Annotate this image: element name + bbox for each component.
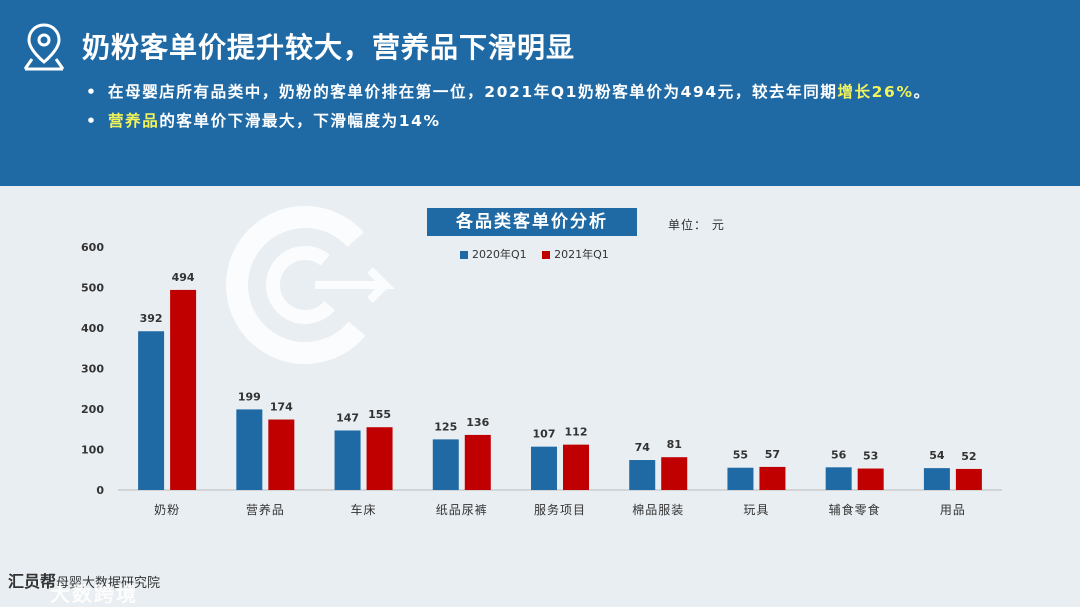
chart-title: 各品类客单价分析 [427,208,637,236]
bar-2020 [531,446,557,490]
bar-data-label: 155 [368,408,391,421]
bar-data-label: 136 [466,416,489,429]
bullet-1-suffix: 。 [913,83,931,101]
bullet-1: • 在母婴店所有品类中，奶粉的客单价排在第一位，2021年Q1奶粉客单价为494元… [86,80,931,102]
bar-2021 [563,444,589,490]
x-tick-label: 用品 [940,503,966,517]
bar-data-label: 174 [270,401,293,414]
bar-data-label: 81 [667,438,682,451]
bullet-2-text: 的客单价下滑最大，下滑幅度为14% [159,112,441,130]
header-banner: 奶粉客单价提升较大，营养品下滑明显 • 在母婴店所有品类中，奶粉的客单价排在第一位… [0,0,1080,186]
bar-2020 [825,467,852,490]
bar-data-label: 112 [565,426,588,439]
bar-2020 [334,430,361,490]
bar-data-label: 74 [635,441,651,454]
x-tick-label: 玩具 [743,503,769,517]
y-tick-label: 300 [81,363,104,376]
chart-labels: 392 494 奶粉 199 174 营养品 147 155 车床 125 136 纸品尿裤 107 11… [140,271,977,517]
watermark-text: 大数跨境 [50,582,138,606]
bar-data-label: 52 [961,450,976,463]
bar-2020 [923,468,950,490]
x-tick-label: 营养品 [246,502,285,517]
chart-bars [138,289,982,490]
bar-2021 [759,466,786,490]
location-pin-icon [23,23,65,71]
bar-data-label: 107 [533,428,556,441]
bar-2020 [727,467,754,490]
source-logo: 汇员帮 [8,572,57,591]
bar-2020 [629,460,656,490]
y-tick-label: 100 [81,444,104,457]
bar-data-label: 54 [929,449,945,462]
bar-2021 [955,468,982,490]
legend-item-2020: 2020年Q1 [460,246,527,262]
y-tick-label: 400 [81,322,104,335]
y-tick-label: 0 [96,484,104,497]
legend-label-2021: 2021年Q1 [554,248,609,261]
legend-swatch-2021 [542,251,551,259]
chart-axes: 0 100 200 300 400 500 600 [81,241,1002,497]
bar-2021 [170,289,197,490]
y-tick-label: 200 [81,403,104,416]
bullet-1-text: 在母婴店所有品类中，奶粉的客单价排在第一位，2021年Q1奶粉客单价为494元，… [108,83,838,101]
legend-item-2021: 2021年Q1 [542,246,609,262]
bar-2021 [857,468,884,490]
bar-2021 [366,427,393,490]
x-tick-label: 车床 [351,502,377,517]
watermark-logo [226,206,395,364]
bar-2021 [464,434,491,490]
chart-unit: 单位： 元 [668,218,725,232]
bullet-1-glyph: • [86,83,98,101]
bullet-2: • 营养品的客单价下滑最大，下滑幅度为14% [86,109,441,131]
y-tick-label: 600 [81,241,104,254]
bar-data-label: 56 [831,448,847,461]
source-footer: 汇员帮母婴大数据研究院 [8,568,160,592]
bar-data-label: 53 [863,450,878,463]
x-tick-label: 奶粉 [154,503,180,517]
bar-2021 [268,419,295,490]
bar-2020 [138,331,165,490]
bullet-2-highlight: 营养品 [108,112,160,130]
legend-label-2020: 2020年Q1 [472,248,527,261]
y-tick-label: 500 [81,282,104,295]
bar-2020 [432,439,459,490]
bar-data-label: 494 [172,271,195,284]
x-tick-label: 服务项目 [534,502,586,517]
bar-data-label: 125 [434,420,457,433]
legend-swatch-2020 [460,251,468,259]
bar-data-label: 147 [336,411,359,424]
bar-2021 [661,457,688,490]
x-tick-label: 纸品尿裤 [436,503,488,517]
bar-data-label: 55 [733,449,748,462]
bullet-1-highlight: 增长26% [837,83,914,101]
page-title: 奶粉客单价提升较大，营养品下滑明显 [82,31,576,64]
bar-data-label: 57 [765,448,780,461]
bullet-2-glyph: • [86,112,98,130]
x-tick-label: 辅食零食 [829,502,881,517]
bar-data-label: 199 [238,390,261,403]
bar-2020 [236,409,263,490]
bar-data-label: 392 [140,312,163,325]
x-tick-label: 棉品服装 [632,503,684,517]
source-text: 母婴大数据研究院 [56,576,161,591]
chart-legend: 2020年Q1 2021年Q1 [460,246,621,262]
